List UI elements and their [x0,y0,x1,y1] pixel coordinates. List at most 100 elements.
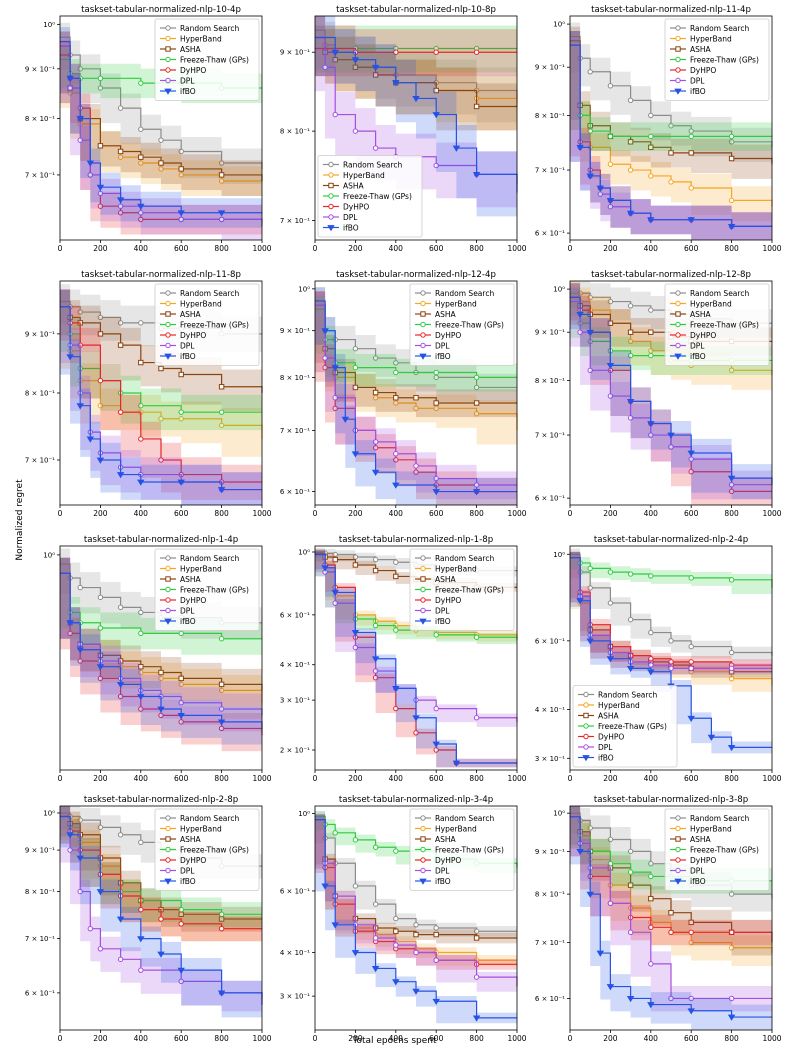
y-tick-label: 8 × 10⁻¹ [535,377,565,385]
subplot-3: taskset-tabular-normalized-nlp-11-4p 0 200… [535,5,782,253]
dyhpo-confidence-band [570,31,772,241]
dpl-marker [178,216,184,223]
random-search-marker [77,309,83,315]
hyperband-marker [165,825,171,832]
ifbo-marker [472,489,481,496]
ifbo-marker [351,451,360,458]
random-search-marker [77,817,83,823]
x-tick-label: 800 [214,774,229,783]
ifbo-marker [667,432,675,439]
ifbo-marker [164,618,172,625]
dyhpo-confidence-band [60,806,262,942]
random-search-marker [393,559,399,565]
ifbo-marker [137,203,145,210]
hyperband-marker [138,160,144,166]
dyhpo-marker [158,712,164,719]
subplot-6: taskset-tabular-normalized-nlp-12-8p 0 200… [535,270,782,518]
y-tick-label: 6 × 10⁻¹ [535,995,565,1003]
random-search-marker [77,66,83,72]
hyperband-marker [413,405,419,412]
series-dpl [570,551,772,675]
ifbo-line [315,553,517,764]
ifbo-marker [351,57,360,64]
x-tick-label: 0 [568,244,573,253]
dpl-marker [138,210,144,216]
x-tick-label: 800 [724,509,739,518]
legend-label: ASHA [180,835,202,844]
asha-line [570,40,773,165]
freeze-thaw-gps-marker [165,846,171,853]
freeze-thaw-gps-marker [627,869,634,875]
axes-frame [59,545,263,771]
dpl-marker [420,867,426,874]
ifbo-line [60,815,263,1005]
dpl-marker [728,995,735,1002]
asha-marker [607,320,614,326]
freeze-thaw-gps-marker [178,630,184,637]
dyhpo-marker [97,203,104,209]
dyhpo-marker [138,436,144,442]
ifbo-marker [116,681,125,689]
asha-marker [138,664,144,670]
y-tick-label: 10⁰ [553,21,565,29]
random-search-marker [607,83,614,89]
y-tick-label: 8 × 10⁻¹ [280,128,310,136]
y-tick-label: 4 × 10⁻¹ [535,706,565,714]
dyhpo-marker [648,655,654,662]
ifbo-marker [321,565,329,572]
x-tick-label: 600 [684,1034,699,1043]
dpl-marker [675,77,681,84]
legend-box [664,283,770,366]
legend-label: HyperBand [435,824,477,833]
ifbo-marker [586,173,594,180]
dyhpo-marker [332,405,338,412]
axes-frame [314,545,518,771]
hyperband-marker [728,197,735,204]
y-tick-label: 7 × 10⁻¹ [535,939,565,947]
dyhpo-marker [138,706,144,712]
y-tick-label: 10⁰ [298,285,310,293]
freeze-thaw-gps-marker [433,632,439,638]
y-tick-label: 6 × 10⁻¹ [535,230,565,238]
y-tick-label: 7 × 10⁻¹ [25,171,55,179]
x-tick-label: 800 [214,244,229,253]
y-tick-label: 7 × 10⁻¹ [280,427,310,435]
dpl-marker [165,342,171,349]
random-search-confidence-band [570,22,772,162]
dyhpo-marker [420,857,426,863]
legend-label: DyHPO [435,856,461,865]
ifbo-marker [687,1008,695,1015]
asha-marker [218,384,225,390]
legend-box [154,283,260,366]
freeze-thaw-gps-marker [627,352,634,359]
hyperband-marker [473,411,480,417]
random-search-marker [117,320,124,326]
dyhpo-marker [218,725,225,732]
ifbo-marker [76,403,84,410]
freeze-thaw-gps-marker [473,374,480,381]
y-tick-label: 10⁰ [43,551,55,559]
random-search-marker [675,25,681,31]
axes-frame [314,15,518,241]
legend-label: Freeze-Thaw (GPs) [180,55,249,64]
dyhpo-marker [158,916,164,922]
ifbo-marker [137,694,145,701]
legend-label: ifBO [180,352,196,361]
legend-label: ifBO [690,877,706,886]
dpl-marker [218,706,225,712]
legend-label: Random Search [690,24,749,33]
random-search-marker [420,290,426,296]
x-tick-label: 600 [684,244,699,253]
dpl-line [570,557,772,669]
axes-frame [314,805,518,1031]
asha-confidence-band [570,806,772,956]
asha-marker [178,166,184,172]
x-tick-label: 1000 [507,774,526,783]
freeze-thaw-gps-marker [165,586,171,593]
series-ifbo [60,289,262,505]
dpl-marker [648,432,654,438]
subplot-12: taskset-tabular-normalized-nlp-3-8p 0 200 4… [535,795,782,1043]
random-search-marker [728,649,735,656]
